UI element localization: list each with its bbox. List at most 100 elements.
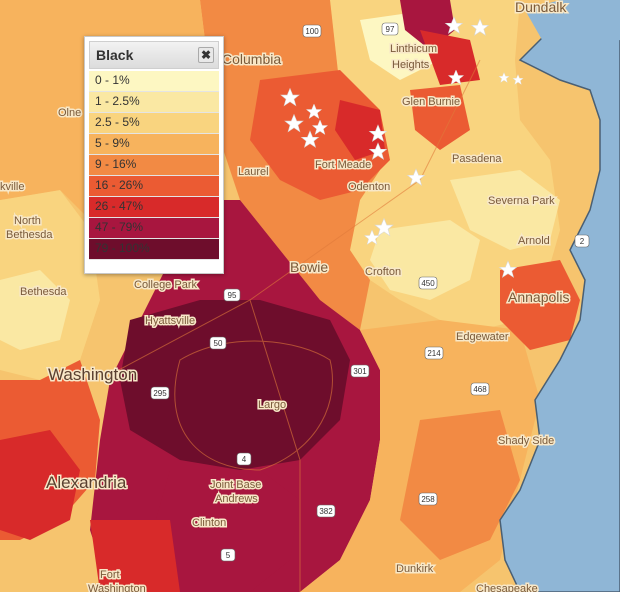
region-pg-south	[150, 470, 300, 592]
legend-item-label: 47 - 79%	[95, 220, 144, 234]
svg-text:100: 100	[305, 27, 319, 36]
star-marker	[363, 229, 381, 246]
svg-text:2: 2	[580, 237, 585, 246]
star-marker	[447, 69, 465, 86]
label-washington: Washington	[48, 365, 137, 384]
label-chesapeake: Chesapeake	[476, 583, 538, 592]
label-crofton: Crofton	[365, 266, 401, 278]
legend-item: 47 - 79%	[89, 218, 219, 239]
shield-4: 4	[236, 452, 252, 466]
shield-258: 258	[418, 492, 438, 506]
svg-text:50: 50	[214, 339, 223, 348]
legend-item: 1 - 2.5%	[89, 92, 219, 113]
star-marker	[368, 142, 388, 160]
region-annapolis	[500, 260, 580, 350]
region-red-glenburnie	[410, 85, 470, 150]
shield-95: 95	[223, 288, 241, 302]
legend-item: 5 - 9%	[89, 134, 219, 155]
label-edgewater: Edgewater	[456, 331, 509, 343]
label-hyattsville: Hyattsville	[145, 315, 195, 327]
label-columbia: Columbia	[222, 51, 281, 67]
star-marker	[284, 113, 304, 133]
star-marker	[300, 130, 320, 148]
star-marker	[498, 260, 518, 278]
label-dunkirk: Dunkirk	[396, 563, 434, 575]
region-south-east	[400, 410, 520, 560]
label-fort-meade: Fort Meade	[315, 159, 371, 171]
legend-item-label: 16 - 26%	[95, 178, 144, 192]
label-college-park: College Park	[134, 279, 197, 291]
legend-item-label: 0 - 1%	[95, 73, 130, 87]
label-linthicum: Linthicum	[390, 43, 437, 55]
legend-item: 79 - 100%	[89, 239, 219, 260]
label-fort: Fort	[100, 569, 120, 581]
legend-item: 0 - 1%	[89, 71, 219, 92]
label-olne: Olne	[58, 107, 81, 119]
legend-item-label: 2.5 - 5%	[95, 115, 140, 129]
label-glen-burnie: Glen Burnie	[402, 96, 460, 108]
region-deepred-fortmeade	[335, 100, 385, 160]
label-pasadena: Pasadena	[452, 153, 502, 165]
label-heights: Heights	[392, 59, 430, 71]
legend-header: Black ✖	[89, 41, 219, 69]
region-bethesda-light	[0, 270, 70, 350]
star-marker	[280, 87, 300, 107]
region-palest-crofton	[370, 220, 480, 300]
label-north: North	[14, 215, 41, 227]
chesapeake-bay	[499, 0, 620, 592]
shield-450: 450	[418, 276, 438, 290]
shield-468: 468	[470, 382, 490, 396]
legend-item: 16 - 26%	[89, 176, 219, 197]
shield-301: 301	[350, 364, 370, 378]
legend-title: Black	[96, 47, 134, 63]
shield-295: 295	[150, 386, 170, 400]
star-markers	[280, 16, 524, 278]
svg-text:450: 450	[421, 279, 435, 288]
region-pg-southwest	[90, 520, 180, 592]
legend-item: 2.5 - 5%	[89, 113, 219, 134]
legend-item-label: 9 - 16%	[95, 157, 137, 171]
legend-item-label: 1 - 2.5%	[95, 94, 140, 108]
svg-text:468: 468	[473, 385, 487, 394]
star-marker	[470, 18, 490, 36]
label-severna-park: Severna Park	[488, 195, 555, 207]
label-dundalk: Dundalk	[515, 0, 567, 15]
region-red-alexandria	[0, 430, 80, 540]
legend-item-label: 79 - 100%	[95, 241, 150, 255]
label-clinton: Clinton	[192, 517, 226, 529]
label-annapolis: Annapolis	[508, 289, 570, 305]
shield-5: 5	[220, 548, 236, 562]
svg-text:301: 301	[353, 367, 367, 376]
label-bowie: Bowie	[290, 259, 328, 275]
baltimore-harbor	[525, 0, 620, 50]
region-palest-severna	[450, 170, 560, 250]
svg-text:95: 95	[228, 291, 237, 300]
label-shady-side: Shady Side	[498, 435, 554, 447]
label-north-bethesda: Bethesda	[6, 229, 53, 241]
legend-item: 9 - 16%	[89, 155, 219, 176]
legend-item-label: 5 - 9%	[95, 136, 130, 150]
label-fort-washington: Washington	[88, 583, 146, 592]
svg-text:4: 4	[242, 455, 247, 464]
shield-50: 50	[209, 336, 227, 350]
label-andrews: Andrews	[215, 493, 258, 505]
star-marker	[498, 72, 510, 83]
label-bethesda: Bethesda	[20, 286, 67, 298]
label-arnold: Arnold	[518, 235, 550, 247]
star-marker	[406, 168, 426, 186]
label-alexandria: Alexandria	[46, 473, 127, 492]
star-marker	[374, 217, 394, 237]
legend-panel: Black ✖ 0 - 1% 1 - 2.5% 2.5 - 5% 5 - 9% 9 - …	[84, 36, 224, 274]
star-marker	[311, 119, 329, 136]
shield-97: 97	[381, 22, 399, 36]
label-kville: kville	[0, 181, 24, 193]
svg-text:97: 97	[386, 25, 395, 34]
shield-214: 214	[424, 346, 444, 360]
svg-text:382: 382	[319, 507, 333, 516]
star-marker	[512, 74, 524, 85]
region-pg-core	[120, 300, 350, 470]
legend-item-label: 26 - 47%	[95, 199, 144, 213]
close-icon[interactable]: ✖	[198, 47, 214, 63]
label-largo: Largo	[258, 399, 286, 411]
